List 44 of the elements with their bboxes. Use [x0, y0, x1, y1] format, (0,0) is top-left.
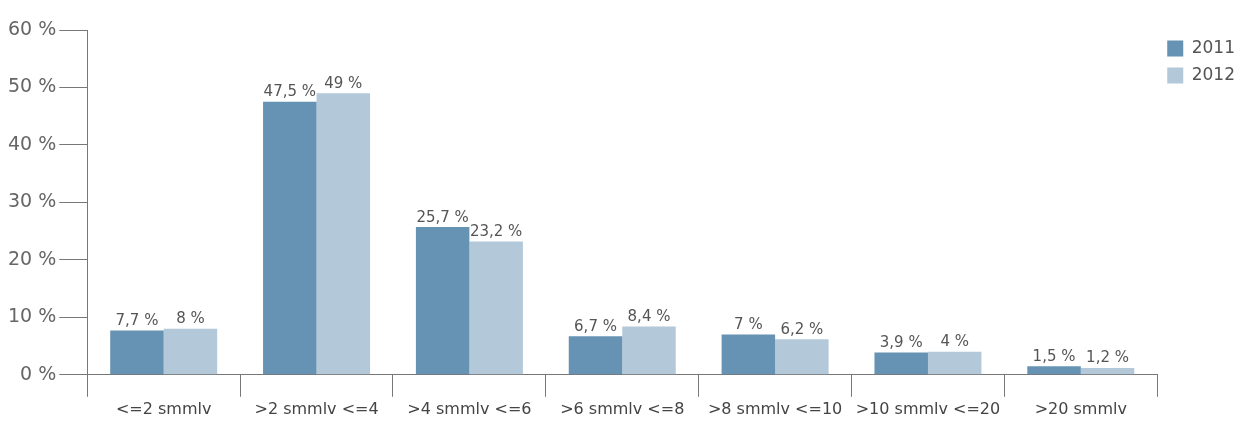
bar	[568, 336, 623, 375]
bar	[263, 101, 317, 375]
bar	[1080, 367, 1135, 375]
legend-label: 2012	[1191, 63, 1235, 84]
data-label: 25,7 %	[416, 207, 469, 226]
data-label: 6,2 %	[780, 319, 824, 338]
bar	[775, 339, 829, 375]
bar	[1027, 366, 1081, 375]
data-label: 3,9 %	[879, 332, 923, 351]
data-label: 7 %	[734, 314, 763, 333]
bar	[469, 241, 523, 375]
y-tick-label: 10 %	[7, 304, 57, 327]
bar	[163, 328, 218, 375]
y-tick-label: 50 %	[7, 74, 57, 97]
y-tick-label: 40 %	[7, 131, 57, 154]
x-tick-label: <=2 smmlv	[115, 398, 212, 418]
bar	[415, 227, 470, 375]
bar	[874, 352, 928, 375]
x-tick-label: >6 smmlv <=8	[560, 398, 685, 418]
data-label: 47,5 %	[263, 82, 317, 101]
data-label: 8,4 %	[627, 306, 671, 325]
data-label: 1,2 %	[1086, 348, 1129, 367]
data-label: 7,7 %	[115, 310, 159, 329]
data-label: 1,5 %	[1032, 346, 1076, 365]
data-label: 4 %	[940, 332, 969, 351]
x-tick-label: >20 smmlv	[1034, 398, 1127, 418]
y-tick-label: 60 %	[7, 16, 57, 39]
bar	[721, 334, 776, 375]
legend-label: 2011	[1191, 36, 1235, 57]
x-tick-label: >4 smmlv <=6	[407, 398, 532, 418]
data-label: 49 %	[324, 73, 363, 92]
bar	[622, 326, 676, 375]
bar	[110, 330, 164, 375]
y-tick-label: 0 %	[20, 361, 57, 384]
x-tick-label: >8 smmlv <=10	[707, 398, 843, 418]
x-tick-label: >2 smmlv <=4	[254, 398, 379, 418]
y-tick-label: 30 %	[7, 189, 57, 212]
y-tick-label: 20 %	[7, 246, 57, 269]
data-label: 8 %	[176, 309, 205, 328]
x-tick-label: >10 smmlv <=20	[855, 398, 1001, 418]
bar	[316, 93, 371, 375]
data-label: 23,2 %	[469, 221, 523, 240]
bar	[927, 351, 982, 375]
data-label: 6,7 %	[574, 316, 617, 335]
